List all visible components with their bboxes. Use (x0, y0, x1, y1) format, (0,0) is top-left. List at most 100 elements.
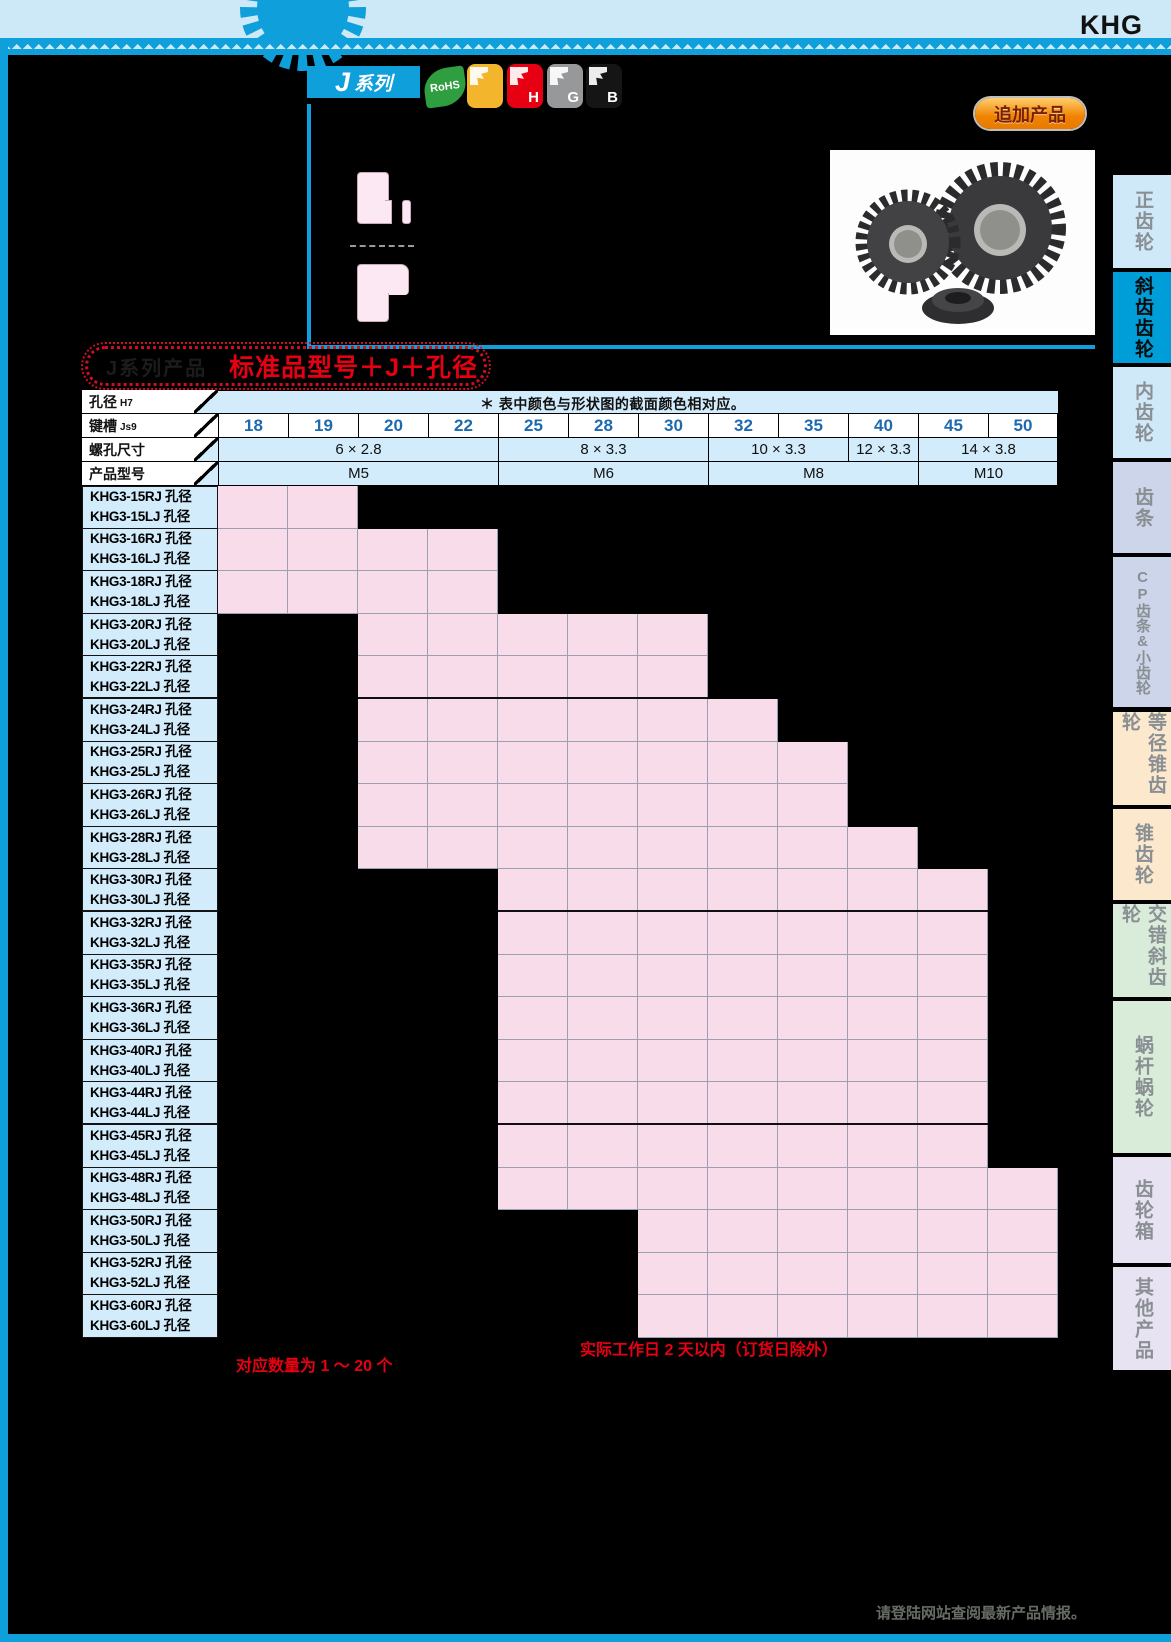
tap-size-cell: 10 × 3.3 (708, 438, 848, 461)
table-row: KHG3-50RJ 孔径 KHG3-50LJ 孔径 (82, 1210, 1058, 1253)
table-row: KHG3-44RJ 孔径 KHG3-44LJ 孔径 (82, 1082, 1058, 1125)
row-label: KHG3-15RJ 孔径 KHG3-15LJ 孔径 (82, 486, 218, 529)
table-row: KHG3-45RJ 孔径 KHG3-45LJ 孔径 (82, 1124, 1058, 1168)
bore-range-cells (498, 911, 988, 955)
corner-bore: 孔径 H7 (82, 390, 218, 413)
table-row: KHG3-32RJ 孔径 KHG3-32LJ 孔径 (82, 911, 1058, 955)
bore-header-28: 28 (568, 414, 638, 437)
row-label: KHG3-32RJ 孔径 KHG3-32LJ 孔径 (82, 911, 218, 955)
product-rows: KHG3-15RJ 孔径 KHG3-15LJ 孔径 KHG3-16RJ 孔径 KHG3… (82, 486, 1058, 1338)
finishing-icon (467, 64, 503, 108)
bore-header-18: 18 (218, 414, 288, 437)
gear-section-step (385, 200, 392, 224)
top-band (0, 0, 1171, 38)
table-row: KHG3-24RJ 孔径 KHG3-24LJ 孔径 (82, 698, 1058, 742)
color-note: ＊ 表中颜色与形状图的截面颜色相对应。 (480, 396, 746, 412)
row-label: KHG3-50RJ 孔径 KHG3-50LJ 孔径 (82, 1210, 218, 1253)
table-row: KHG3-40RJ 孔径 KHG3-40LJ 孔径 (82, 1039, 1058, 1083)
bore-header-30: 30 (638, 414, 708, 437)
bore-range-cells (638, 1295, 1058, 1338)
keyway-row: 键槽 Js9 18 19 20 22 25 28 30 32 35 40 45 50 (82, 414, 1058, 438)
series-badge: J 系列 (307, 66, 420, 98)
module-row: 产品型号 M5 M6 M8 M10 (82, 462, 1058, 486)
bore-range-cells (498, 1082, 988, 1125)
row-label: KHG3-52RJ 孔径 KHG3-52LJ 孔径 (82, 1252, 218, 1296)
bore-range-cells (638, 1252, 1058, 1296)
row-label: KHG3-44RJ 孔径 KHG3-44LJ 孔径 (82, 1082, 218, 1125)
sidebar-tab-5[interactable]: CP齿条 &小齿轮 (1113, 557, 1171, 707)
bore-range-cells (498, 869, 988, 912)
row-label: KHG3-36RJ 孔径 KHG3-36LJ 孔径 (82, 997, 218, 1040)
zigzag-border (0, 38, 1171, 55)
table-row: KHG3-48RJ 孔径 KHG3-48LJ 孔径 (82, 1167, 1058, 1211)
table-row: KHG3-16RJ 孔径 KHG3-16LJ 孔径 (82, 528, 1058, 572)
bore-range-cells (498, 1039, 988, 1083)
sidebar-tab-6[interactable]: 等径锥齿轮 (1113, 712, 1171, 805)
bore-header-40: 40 (848, 414, 918, 437)
row-label: KHG3-25RJ 孔径 KHG3-25LJ 孔径 (82, 741, 218, 785)
row-label: KHG3-30RJ 孔径 KHG3-30LJ 孔径 (82, 869, 218, 912)
sidebar-tab-7[interactable]: 锥齿轮 (1113, 809, 1171, 900)
table-row: KHG3-52RJ 孔径 KHG3-52LJ 孔径 (82, 1252, 1058, 1296)
sidebar-tab-10[interactable]: 齿轮箱 (1113, 1157, 1171, 1263)
tap-size-cell: 14 × 3.8 (918, 438, 1058, 461)
bore-header-25: 25 (498, 414, 568, 437)
table-row: KHG3-18RJ 孔径 KHG3-18LJ 孔径 (82, 571, 1058, 614)
website-note: 请登陆网站查阅最新产品情报。 (876, 1605, 1087, 1622)
table-row: KHG3-28RJ 孔径 KHG3-28LJ 孔径 (82, 826, 1058, 870)
sidebar-tab-11[interactable]: 其他产品 (1113, 1267, 1171, 1370)
bottom-frame (0, 1634, 1171, 1642)
row-label: KHG3-40RJ 孔径 KHG3-40LJ 孔径 (82, 1039, 218, 1083)
banner-left-label: J系列产品 (106, 357, 208, 380)
blue-rule-horizontal (307, 345, 1095, 349)
table-row: KHG3-35RJ 孔径 KHG3-35LJ 孔径 (82, 954, 1058, 998)
bore-range-cells (358, 613, 708, 657)
table-row: KHG3-22RJ 孔径 KHG3-22LJ 孔径 (82, 656, 1058, 699)
tap-size-cell: 12 × 3.3 (848, 438, 918, 461)
bore-range-cells (498, 1124, 988, 1168)
blue-rule-vertical (307, 104, 311, 349)
bore-range-cells (358, 784, 848, 827)
row-label: KHG3-16RJ 孔径 KHG3-16LJ 孔径 (82, 528, 218, 572)
table-row: KHG3-60RJ 孔径 KHG3-60LJ 孔径 (82, 1295, 1058, 1338)
tap-size-cell: 8 × 3.3 (498, 438, 708, 461)
sidebar-tab-4[interactable]: 齿条 (1113, 462, 1171, 553)
centerline (350, 245, 414, 247)
addon-product-badge: 追加产品 (975, 98, 1085, 129)
sidebar-tab-9[interactable]: 蜗杆蜗轮 (1113, 1001, 1171, 1153)
rohs-icon: RoHS (421, 65, 469, 109)
sidebar-tab-3[interactable]: 内齿轮 (1113, 367, 1171, 458)
bore-header-20: 20 (358, 414, 428, 437)
row-label: KHG3-20RJ 孔径 KHG3-20LJ 孔径 (82, 613, 218, 657)
bore-range-cells (498, 997, 988, 1040)
table-row: KHG3-30RJ 孔径 KHG3-30LJ 孔径 (82, 869, 1058, 912)
module-cell: M6 (498, 462, 708, 485)
gear-section-sliver (402, 200, 411, 224)
bore-range-cells (358, 826, 918, 870)
tap-size-cell: 6 × 2.8 (218, 438, 498, 461)
row-label: KHG3-18RJ 孔径 KHG3-18LJ 孔径 (82, 571, 218, 614)
table-row: KHG3-25RJ 孔径 KHG3-25LJ 孔径 (82, 741, 1058, 785)
sidebar-tab-1[interactable]: 正齿轮 (1113, 175, 1171, 268)
table-row: KHG3-20RJ 孔径 KHG3-20LJ 孔径 (82, 613, 1058, 657)
corner-keyway: 键槽 Js9 (82, 414, 218, 437)
series-j: J (334, 66, 350, 97)
gear-section-shape-r (357, 172, 389, 224)
left-frame (0, 38, 8, 1642)
sidebar-tab-8[interactable]: 交错斜齿轮 (1113, 904, 1171, 997)
sidebar-tab-2[interactable]: 斜齿齿轮 (1113, 272, 1171, 363)
bore-range-cells (218, 486, 358, 529)
row-label: KHG3-24RJ 孔径 KHG3-24LJ 孔径 (82, 698, 218, 742)
row-label: KHG3-35RJ 孔径 KHG3-35LJ 孔径 (82, 954, 218, 998)
row-label: KHG3-48RJ 孔径 KHG3-48LJ 孔径 (82, 1167, 218, 1211)
row-label: KHG3-22RJ 孔径 KHG3-22LJ 孔径 (82, 656, 218, 699)
module-cell: M10 (918, 462, 1058, 485)
bore-range-cells (218, 528, 498, 572)
corner-module: 产品型号 (82, 462, 218, 485)
bore-range-cells (498, 954, 988, 998)
lead-time-note: 实际工作日 2 天以内（订货日除外） (580, 1342, 838, 1359)
gear-section-shape-l-bottom (357, 293, 389, 322)
bore-header-22: 22 (428, 414, 498, 437)
ground-icon: G (547, 64, 583, 108)
